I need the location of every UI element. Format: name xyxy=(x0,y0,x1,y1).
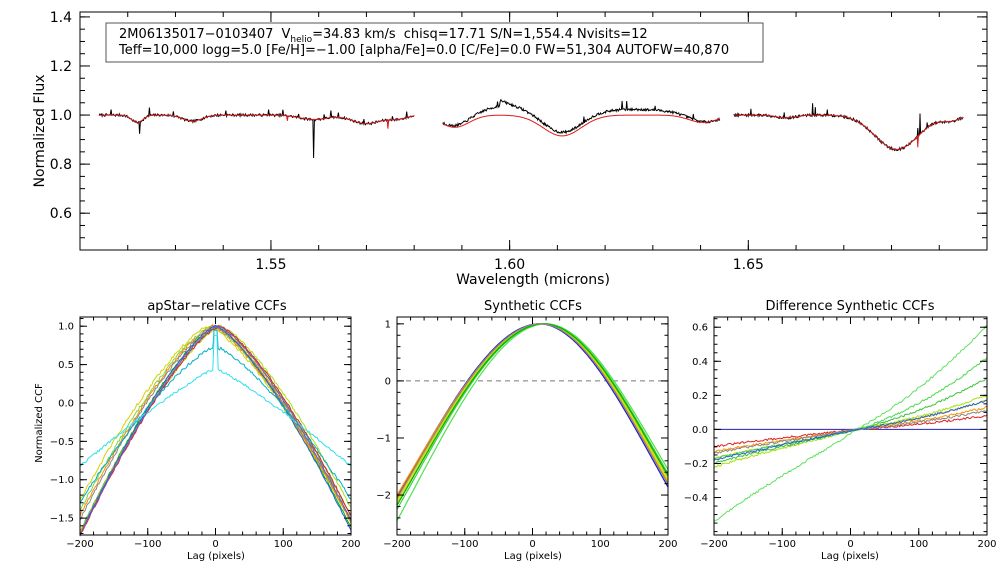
y-tick-label: 0.8 xyxy=(50,157,72,173)
y-tick-label: 1 xyxy=(385,319,391,330)
x-tick-label: −100 xyxy=(451,539,478,550)
ccf2-panel: Synthetic CCFs −200 −100 0 100 200 −2 −1 0 1 Lag… xyxy=(376,299,677,562)
x-tick-label: 1.55 xyxy=(255,257,286,273)
x-tick-label: −100 xyxy=(134,539,161,550)
ccf1-y-axis-label: Normalized CCF xyxy=(34,383,45,463)
spectrum-model-line-chip-2 xyxy=(442,114,720,137)
x-tick-label: −200 xyxy=(383,539,410,550)
ccf2-ticks: −200 −100 0 100 200 −2 −1 0 1 xyxy=(376,317,678,550)
ccf3-series-group xyxy=(713,324,988,523)
x-tick-label: 100 xyxy=(591,539,610,550)
y-tick-label: −1.0 xyxy=(50,475,74,486)
spectrum-model-line-chip-3 xyxy=(734,114,964,150)
y-tick-label: 0.0 xyxy=(692,425,708,436)
annotation-stats: chisq=17.71 S/N=1,554.4 Nvisits=12 xyxy=(404,27,648,42)
y-tick-label: 0.5 xyxy=(58,360,74,371)
x-tick-label: 1.60 xyxy=(494,257,525,273)
ccf3-ticks: −200 −100 0 100 200 −0.4 −0.2 0.0 0.2 0.4 0.6 xyxy=(684,317,997,550)
ccf3-line-d7 xyxy=(713,324,988,523)
ccf1-line-v11 xyxy=(79,329,352,503)
ccf3-line-d9 xyxy=(713,399,988,461)
spectrum-x-axis-label: Wavelength (microns) xyxy=(456,272,610,288)
x-tick-label: −200 xyxy=(66,539,93,550)
ccf2-line-s8 xyxy=(396,323,669,506)
ccf2-title: Synthetic CCFs xyxy=(484,299,582,314)
spectrum-model-line-chip-1 xyxy=(99,114,415,129)
annotation-star-id: 2M06135017−0103407 xyxy=(119,27,273,42)
annotation-v-symbol: V xyxy=(281,27,290,42)
x-tick-label: 0 xyxy=(529,539,535,550)
x-tick-label: 0 xyxy=(212,539,218,550)
ccf1-series-group xyxy=(79,323,352,537)
x-tick-label: 1.65 xyxy=(733,257,764,273)
ccf2-line-s7 xyxy=(396,323,669,521)
ccf1-panel: apStar−relative CCFs −200 −100 0 100 200 −1.5… xyxy=(34,299,361,562)
y-tick-label: 0 xyxy=(385,376,391,387)
ccf2-series-group xyxy=(396,323,669,521)
y-tick-label: −0.4 xyxy=(684,493,708,504)
ccf2-line-s9 xyxy=(396,323,669,499)
annotation-v-value: =34.83 km/s xyxy=(312,27,396,42)
y-tick-label: 1.0 xyxy=(50,108,72,124)
ccf1-line-v10 xyxy=(79,324,352,536)
y-tick-label: −2 xyxy=(376,491,391,502)
ccf3-panel: Difference Synthetic CCFs −200 −100 0 100 20… xyxy=(684,299,997,562)
spectrum-y-axis-label: Normalized Flux xyxy=(32,75,48,188)
ccf1-title: apStar−relative CCFs xyxy=(147,299,287,314)
annotation-box xyxy=(105,22,764,63)
y-tick-label: 0.6 xyxy=(50,206,72,222)
x-tick-label: 200 xyxy=(658,539,677,550)
ccf1-line-v8 xyxy=(79,324,352,537)
y-tick-label: 0.4 xyxy=(692,357,708,368)
y-tick-label: 1.2 xyxy=(50,59,72,75)
x-tick-label: 200 xyxy=(341,539,360,550)
y-tick-label: 0.6 xyxy=(692,323,708,334)
ccf3-x-axis-label: Lag (pixels) xyxy=(821,551,879,562)
y-tick-label: 1.0 xyxy=(58,322,74,333)
spectrum-panel: 1.55 1.60 1.65 0.6 0.8 1.0 1.2 1.4 Wavelength (… xyxy=(32,10,988,288)
x-tick-label: 100 xyxy=(909,539,928,550)
annotation-v-subscript: helio xyxy=(290,35,312,45)
ccf1-line-v9 xyxy=(79,325,352,521)
ccf3-title: Difference Synthetic CCFs xyxy=(765,299,934,314)
x-tick-label: −200 xyxy=(700,539,727,550)
x-tick-label: 200 xyxy=(977,539,996,550)
ccf1-x-axis-label: Lag (pixels) xyxy=(187,551,245,562)
annotation-line-1: 2M06135017−0103407 Vhelio=34.83 km/s chisq… xyxy=(119,27,648,45)
y-tick-label: 1.4 xyxy=(50,10,72,26)
y-tick-label: 0.2 xyxy=(692,391,708,402)
y-tick-label: −1.5 xyxy=(50,514,74,525)
spectrum-plot-frame xyxy=(79,11,988,251)
ccf2-x-axis-label: Lag (pixels) xyxy=(504,551,562,562)
spectrum-series-group xyxy=(98,98,964,159)
ccf3-line-d8 xyxy=(713,409,988,455)
y-tick-label: −0.2 xyxy=(684,459,708,470)
x-tick-label: −100 xyxy=(769,539,796,550)
y-tick-label: −0.5 xyxy=(50,437,74,448)
ccf3-line-d5 xyxy=(713,377,988,465)
ccf1-ticks: −200 −100 0 100 200 −1.5 −1.0 −0.5 0.0 0.5 1.0 xyxy=(50,317,361,550)
x-tick-label: 100 xyxy=(274,539,293,550)
ccf1-line-v13 xyxy=(79,325,352,536)
y-tick-label: 0.0 xyxy=(58,398,74,409)
ccf1-line-v12 xyxy=(79,334,352,467)
annotation-line-2: Teff=10,000 logg=5.0 [Fe/H]=−1.00 [alpha… xyxy=(118,43,729,58)
y-tick-label: −1 xyxy=(376,433,391,444)
spectrum-observed-line-chip-2 xyxy=(442,98,721,135)
x-tick-label: 0 xyxy=(847,539,853,550)
spectrum-ticks: 1.55 1.60 1.65 0.6 0.8 1.0 1.2 1.4 xyxy=(50,10,988,273)
